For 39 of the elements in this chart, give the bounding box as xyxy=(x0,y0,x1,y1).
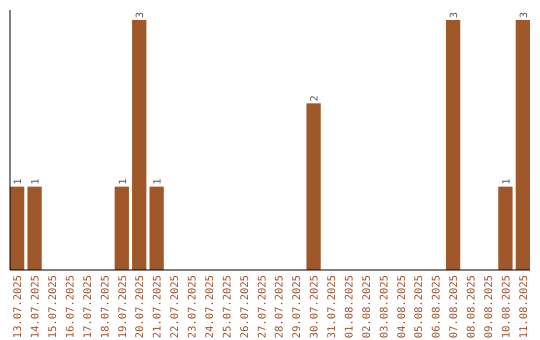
x-tick-label: 31.07.2025 xyxy=(326,275,338,338)
x-tick-label: 04.08.2025 xyxy=(396,275,408,338)
x-tick-label: 15.07.2025 xyxy=(47,275,60,338)
x-tick-label: 17.07.2025 xyxy=(82,275,94,338)
x-tick-label: 01.08.2025 xyxy=(343,275,356,338)
x-tick-label: 26.07.2025 xyxy=(238,275,251,338)
data-label: 1 xyxy=(118,178,129,185)
x-tick-label: 06.08.2025 xyxy=(430,275,443,338)
x-tick-label: 24.07.2025 xyxy=(204,275,216,338)
x-tick-label: 20.07.2025 xyxy=(134,275,146,338)
data-label: 1 xyxy=(13,178,24,185)
data-label: 3 xyxy=(135,12,146,18)
x-tick-label: 25.07.2025 xyxy=(221,275,234,338)
x-tick-label: 03.08.2025 xyxy=(378,275,390,338)
data-label: 3 xyxy=(449,12,460,18)
x-tick-label: 13.07.2025 xyxy=(12,275,24,338)
x-tick-label: 09.08.2025 xyxy=(482,275,495,338)
x-tick-label: 21.07.2025 xyxy=(152,275,164,338)
x-tick-label: 02.08.2025 xyxy=(360,275,373,338)
x-tick-label: 27.07.2025 xyxy=(256,275,268,338)
data-label: 1 xyxy=(30,178,42,185)
x-tick-label: 05.08.2025 xyxy=(413,275,426,338)
x-tick-label: 30.07.2025 xyxy=(308,275,321,338)
x-tick-label: 18.07.2025 xyxy=(99,275,112,338)
data-label: 1 xyxy=(152,178,164,185)
x-tick-label: 08.08.2025 xyxy=(466,275,478,338)
x-tick-label: 16.07.2025 xyxy=(64,275,76,338)
x-tick-label: 22.07.2025 xyxy=(169,275,182,338)
x-tick-label: 10.08.2025 xyxy=(500,275,512,338)
data-label: 2 xyxy=(310,95,321,102)
x-tick-label: 14.07.2025 xyxy=(30,275,42,338)
data-label: 1 xyxy=(501,178,512,185)
x-tick-label: 23.07.2025 xyxy=(186,275,199,338)
data-label: 3 xyxy=(518,12,530,18)
x-tick-label: 07.08.2025 xyxy=(448,275,460,338)
x-tick-label: 19.07.2025 xyxy=(116,275,129,338)
x-tick-label: 11.08.2025 xyxy=(518,275,530,338)
x-tick-label: 29.07.2025 xyxy=(291,275,304,338)
x-tick-label: 28.07.2025 xyxy=(274,275,286,338)
